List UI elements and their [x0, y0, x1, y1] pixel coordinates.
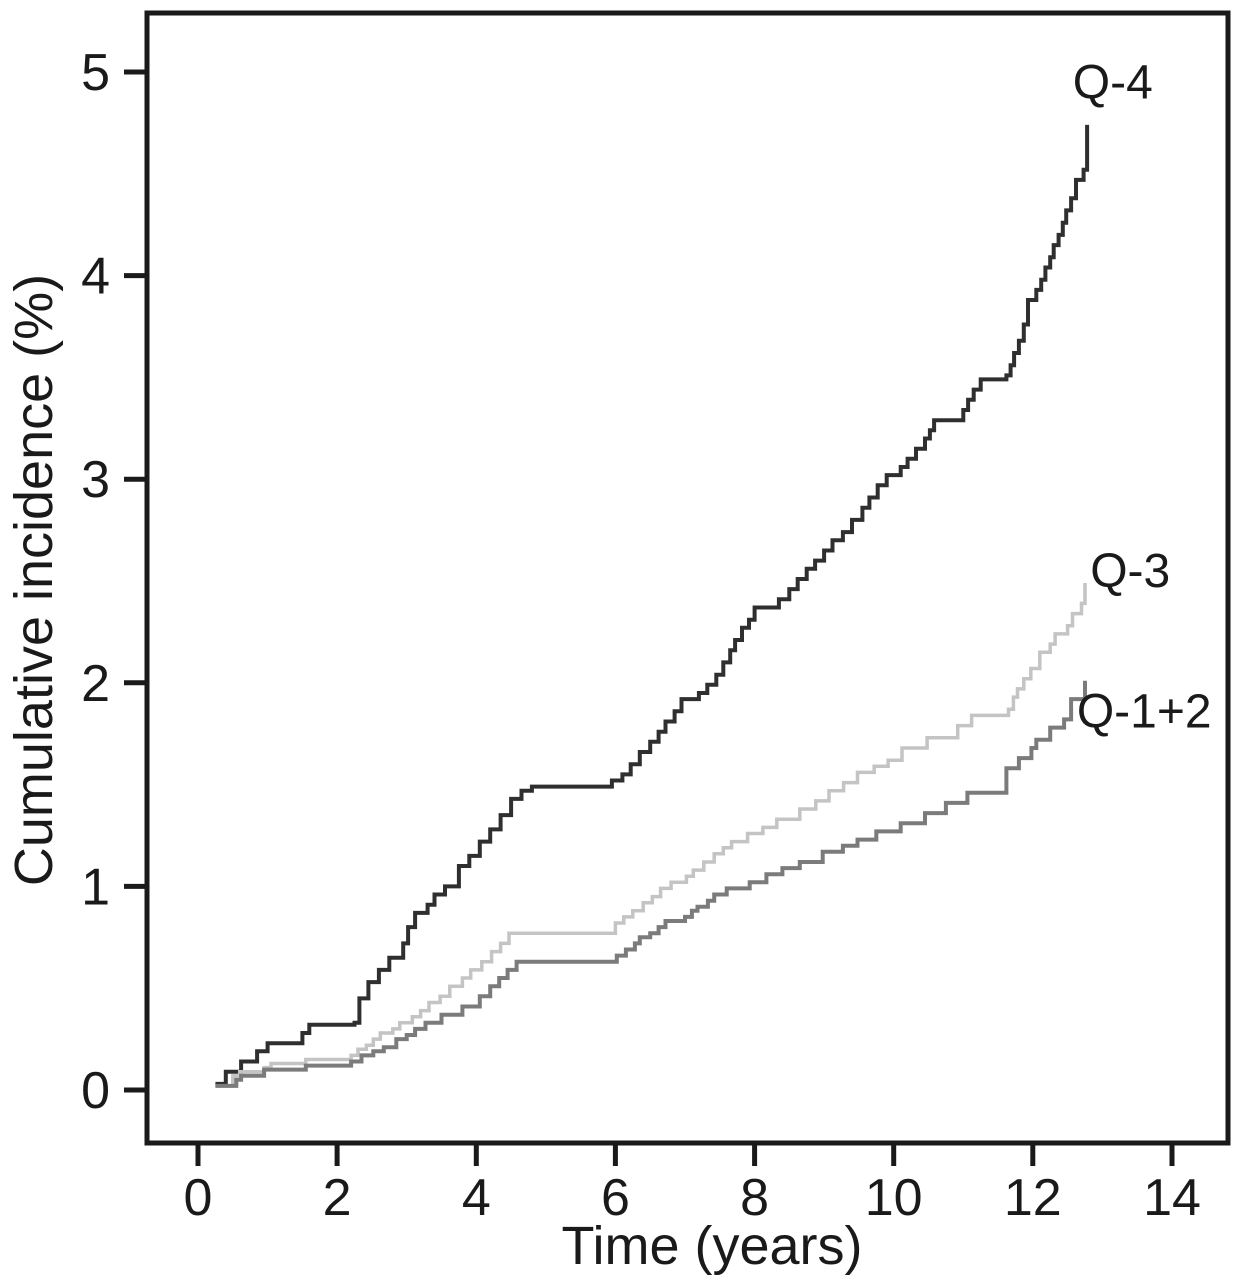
x-tick-label: 4: [462, 1169, 491, 1227]
x-tick-label: 12: [1004, 1169, 1062, 1227]
series-line-q-1+2: [215, 680, 1087, 1088]
x-tick-label: 8: [740, 1169, 769, 1227]
x-tick-label: 2: [323, 1169, 352, 1227]
x-tick-label: 0: [184, 1169, 213, 1227]
x-tick-label: 10: [865, 1169, 923, 1227]
x-tick-label: 6: [601, 1169, 630, 1227]
y-tick-label: 0: [81, 1062, 110, 1120]
y-axis-title: Cumulative incidence (%): [4, 274, 64, 886]
y-tick-label: 5: [81, 44, 110, 102]
series-label-q-4: Q-4: [1073, 57, 1153, 110]
y-tick-label: 2: [81, 655, 110, 713]
series-label-q-1+2: Q-1+2: [1077, 686, 1212, 739]
y-tick-label: 1: [81, 858, 110, 916]
x-axis-title: Time (years): [561, 1216, 862, 1276]
plot-border: [144, 10, 1231, 1146]
series-line-q-3: [215, 583, 1087, 1088]
y-tick-label: 3: [81, 451, 110, 509]
series-label-q-3: Q-3: [1090, 545, 1170, 598]
series-line-q-4: [215, 124, 1090, 1086]
y-tick-label: 4: [81, 248, 110, 306]
x-tick-label: 14: [1143, 1169, 1201, 1227]
